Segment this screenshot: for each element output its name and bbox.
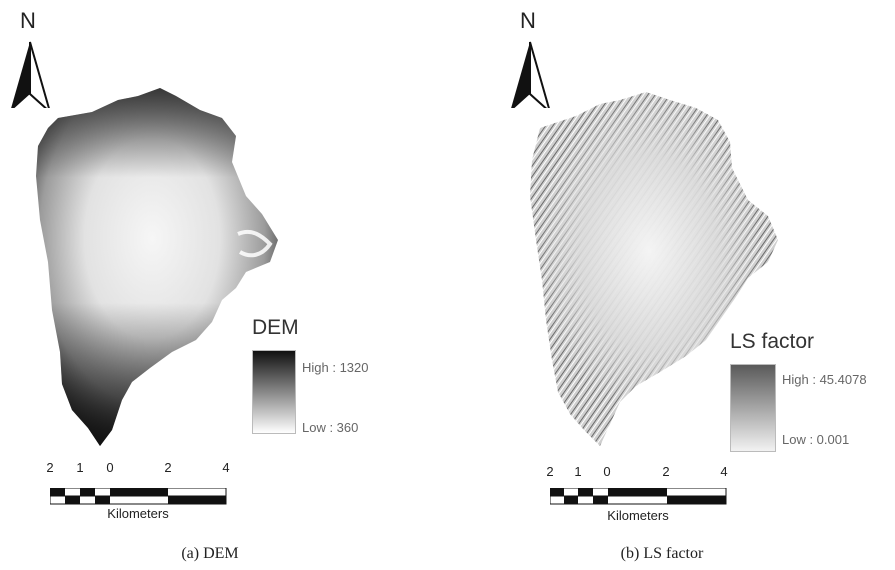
figure-caption: (a) DEM (181, 545, 239, 562)
north-arrow: N (508, 8, 553, 108)
legend-color-ramp (730, 364, 776, 452)
scale-unit-label: Kilometers (607, 508, 669, 523)
scale-tick-label: 1 (76, 460, 84, 475)
scale-tick-label: 4 (720, 464, 728, 479)
legend-title: DEM (252, 316, 299, 339)
legend-high-label: High : 1320 (302, 360, 369, 375)
ls-factor-map-panel: N LS factor High : 45.4078 Low : 0.001 2… (450, 0, 895, 570)
scale-tick-label: 4 (222, 460, 230, 475)
scale-bar (550, 488, 727, 505)
ls-factor-raster-map (530, 92, 778, 446)
dem-map-panel: N DEM High : 1 (0, 0, 440, 570)
north-label: N (520, 8, 536, 33)
legend-high-label: High : 45.4078 (782, 372, 867, 387)
scale-tick-label: 2 (546, 464, 554, 479)
north-arrow-icon (511, 41, 550, 108)
scale-tick-label: 0 (106, 460, 114, 475)
north-arrow: N (8, 8, 53, 108)
legend-low-label: Low : 360 (302, 420, 359, 435)
scale-unit-label: Kilometers (107, 506, 169, 521)
scale-bar (50, 488, 227, 505)
scale-tick-label: 1 (574, 464, 582, 479)
scale-tick-label: 2 (46, 460, 54, 475)
legend-title: LS factor (730, 330, 815, 353)
legend-low-label: Low : 0.001 (782, 432, 850, 447)
scale-tick-label: 0 (603, 464, 611, 479)
dem-raster-map (36, 88, 278, 446)
scale-tick-label: 2 (164, 460, 172, 475)
north-label: N (20, 8, 36, 33)
north-arrow-icon (11, 41, 50, 108)
legend-color-ramp (252, 350, 296, 434)
scale-tick-label: 2 (662, 464, 670, 479)
figure-caption: (b) LS factor (620, 545, 704, 562)
